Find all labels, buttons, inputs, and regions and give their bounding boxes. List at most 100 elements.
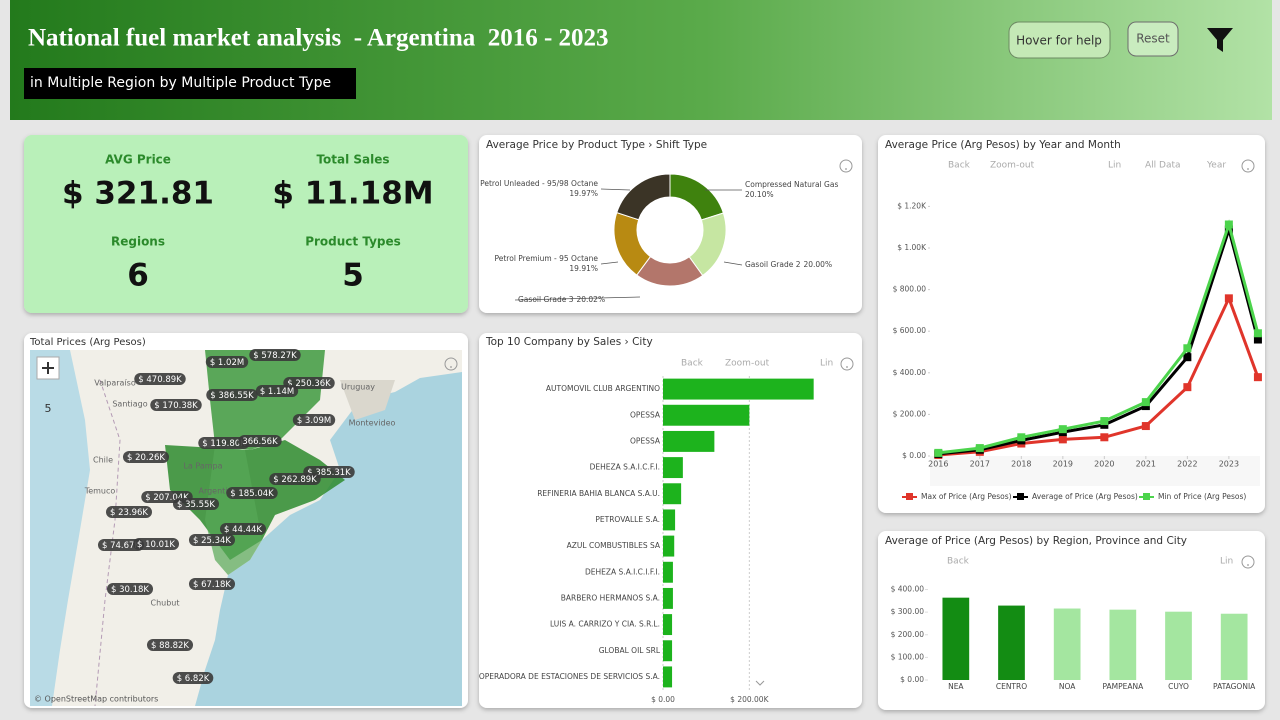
kpi-value: $ 11.18M bbox=[272, 176, 433, 212]
y-tick-label: $ 300.00 bbox=[891, 607, 925, 616]
map-value-label: $ 262.89K bbox=[273, 475, 317, 485]
bar bbox=[663, 666, 673, 688]
map-value-label: $ 25.34K bbox=[193, 536, 231, 546]
map-place: Valparaíso bbox=[94, 379, 136, 388]
map-value-pill bbox=[255, 385, 299, 397]
chart-title: Top 10 Company by Sales › City bbox=[485, 336, 653, 348]
reset-button[interactable] bbox=[1127, 21, 1179, 57]
chart-title: Average Price (Arg Pesos) by Year and Mo… bbox=[885, 139, 1121, 151]
toolbar-button[interactable]: Back bbox=[947, 557, 970, 567]
bar bbox=[1165, 611, 1192, 680]
bar bbox=[663, 509, 676, 531]
map-place: Chubut bbox=[150, 599, 179, 608]
chart-title: Average Price by Product Type › Shift Ty… bbox=[486, 139, 707, 151]
donut-category-label: Petrol Premium - 95 Octane bbox=[495, 254, 599, 263]
reset-button-label[interactable]: Reset bbox=[1136, 32, 1170, 46]
zoom-in-icon[interactable] bbox=[42, 362, 54, 374]
help-icon bbox=[1241, 555, 1255, 569]
series-marker bbox=[1253, 373, 1262, 382]
toolbar-button[interactable]: All Data bbox=[1145, 161, 1181, 171]
map-value-pill bbox=[226, 487, 278, 499]
map-value-pill bbox=[292, 414, 336, 426]
x-tick-label: $ 0.00 bbox=[651, 695, 675, 704]
subtitle-box bbox=[24, 68, 356, 99]
map-value-label: $ 1.14M bbox=[260, 387, 294, 397]
leader-line bbox=[600, 261, 619, 265]
donut-segment bbox=[616, 173, 671, 221]
map-value-pill bbox=[172, 498, 220, 510]
bar bbox=[663, 561, 673, 583]
map-border bbox=[94, 379, 121, 707]
map-value-pill bbox=[172, 672, 214, 684]
filter-icon[interactable] bbox=[1207, 28, 1233, 52]
toolbar-button[interactable]: Lin bbox=[820, 359, 833, 369]
leader-line bbox=[514, 296, 641, 301]
donut-value-label: 20.10% bbox=[745, 190, 774, 199]
map-value-pill bbox=[206, 389, 258, 401]
map-value-label: $ 3.09M bbox=[297, 416, 331, 426]
series-marker bbox=[1253, 335, 1262, 344]
x-tick-label: $ 200.00K bbox=[730, 695, 769, 704]
y-tick-label: $ 100.00 bbox=[891, 652, 925, 661]
series-marker bbox=[1058, 425, 1067, 434]
help-icon bbox=[444, 357, 458, 371]
kpi-card bbox=[24, 135, 468, 313]
map-sea-chile bbox=[30, 350, 90, 706]
map-place: Argentina bbox=[198, 487, 237, 496]
map-value-pill bbox=[269, 473, 321, 485]
map-value-label: $ 23.96K bbox=[110, 508, 148, 518]
toolbar-button[interactable]: Back bbox=[681, 359, 704, 369]
kpi-value: $ 321.81 bbox=[62, 176, 214, 212]
toolbar-button[interactable]: Zoom-out bbox=[725, 359, 770, 369]
x-tick-label: 2018 bbox=[1011, 460, 1031, 469]
map-value-label: $ 470.89K bbox=[138, 375, 182, 385]
toolbar-button[interactable]: Zoom-out bbox=[990, 161, 1035, 171]
y-category-label: LUIS A. CARRIZO Y CIA. S.R.L. bbox=[550, 620, 660, 629]
toolbar-button[interactable]: Back bbox=[948, 161, 971, 171]
y-tick-label: $ 1.20K bbox=[897, 201, 927, 210]
series-marker bbox=[1183, 353, 1192, 362]
kpi-label: Total Sales bbox=[316, 153, 389, 167]
toolbar-button[interactable]: Year bbox=[1206, 161, 1226, 171]
donut-label: Gasoil Grade 2 20.00% bbox=[745, 260, 832, 269]
y-category-label: DEHEZA S.A.I.C.F.I. bbox=[590, 463, 660, 472]
bar bbox=[663, 640, 673, 662]
map-title: Total Prices (Arg Pesos) bbox=[29, 337, 146, 348]
map-value-label: $ 88.82K bbox=[151, 641, 189, 651]
y-tick-label: $ 400.00 bbox=[891, 585, 925, 594]
kpi-label: AVG Price bbox=[105, 153, 171, 167]
y-tick-label: $ 0.00 bbox=[902, 451, 926, 460]
map-value-pill bbox=[97, 539, 145, 551]
y-tick-label: $ 800.00 bbox=[893, 285, 927, 294]
map-value-pill bbox=[146, 639, 194, 651]
donut-category-label: Gasoil Grade 2 bbox=[745, 260, 801, 269]
donut-category-label: Compressed Natural Gas bbox=[745, 180, 838, 189]
map-value-pill bbox=[188, 578, 236, 590]
x-category-label: CUYO bbox=[1168, 682, 1189, 691]
x-axis-band bbox=[930, 456, 1260, 486]
legend-label: Min of Price (Arg Pesos) bbox=[1158, 492, 1246, 501]
y-tick-label: $ 400.00 bbox=[893, 368, 927, 377]
help-icon bbox=[840, 357, 854, 371]
x-tick-label: 2020 bbox=[1094, 460, 1114, 469]
map-value-label: $ 250.36K bbox=[287, 379, 331, 389]
donut-card bbox=[479, 135, 862, 313]
y-category-label: BARBERO HERMANOS S.A. bbox=[561, 593, 660, 602]
map-attribution: © OpenStreetMap contributors bbox=[34, 695, 158, 704]
series-marker bbox=[1183, 383, 1192, 392]
series-marker bbox=[1253, 329, 1262, 338]
leader-line bbox=[600, 188, 631, 191]
legend-marker bbox=[1143, 493, 1150, 500]
help-icon-dot bbox=[1247, 564, 1249, 566]
series-marker bbox=[1058, 435, 1067, 444]
map-value-label: $ 207.04K bbox=[145, 493, 189, 503]
x-category-label: PATAGONIA bbox=[1213, 682, 1256, 691]
x-category-label: CENTRO bbox=[996, 682, 1027, 691]
toolbar-button[interactable]: Lin bbox=[1220, 557, 1233, 567]
help-icon bbox=[1241, 159, 1255, 173]
help-button-label[interactable]: Hover for help bbox=[1016, 34, 1102, 48]
legend-label: Max of Price (Arg Pesos) bbox=[921, 492, 1012, 501]
toolbar-button[interactable]: Lin bbox=[1108, 161, 1121, 171]
donut-category-label: Petrol Unleaded - 95/98 Octane bbox=[480, 179, 598, 188]
help-button[interactable] bbox=[1008, 21, 1111, 59]
